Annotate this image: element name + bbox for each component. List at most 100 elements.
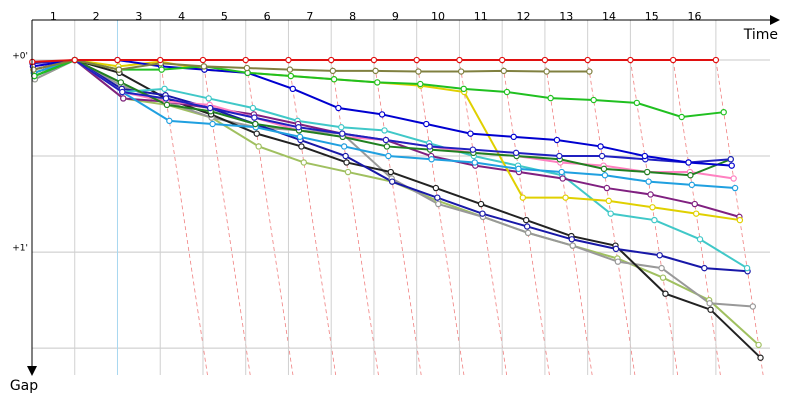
data-point [645,178,652,185]
series-line [32,58,734,180]
data-point [731,184,739,192]
x-tick-label: 9 [392,10,399,23]
data-point [157,56,164,64]
data-point [31,72,38,80]
data-point [338,124,345,131]
data-point [586,68,593,75]
data-point [685,159,692,166]
data-point [498,56,506,64]
series-line [34,58,724,119]
data-point [543,68,550,75]
data-point [471,159,478,166]
data-point [649,204,656,211]
data-point [249,104,257,112]
data-point [432,184,440,192]
data-point [417,80,424,88]
data-point [597,143,604,150]
data-point [119,88,126,96]
series-line [34,58,748,269]
data-point [556,152,563,160]
data-point [600,165,608,173]
time-line [288,59,337,376]
data-point [658,264,665,272]
data-point [743,264,751,272]
data-point [286,66,294,73]
data-point [707,306,714,313]
y-axis-label: Gap [10,378,38,394]
data-point [601,172,609,179]
x-tick-label: 1 [50,10,57,23]
data-point [328,56,335,64]
data-point [298,143,305,150]
data-point [374,79,381,86]
data-point [340,143,348,150]
data-point [199,56,207,64]
data-point [627,56,634,64]
data-point [285,56,292,64]
data-point [415,68,422,75]
time-line [373,59,422,376]
data-point [522,216,530,224]
x-axis-label: Time [743,27,778,43]
x-tick-label: 10 [431,10,445,23]
series-line [34,58,760,346]
data-point [512,149,520,157]
data-point [434,194,441,201]
time-line [587,59,636,376]
data-point [598,152,606,160]
data-point [614,258,622,265]
data-point [730,175,737,182]
data-point [243,64,251,72]
x-axis-arrow [770,15,780,25]
data-point [71,56,78,64]
data-point [206,104,214,112]
data-point [569,242,576,249]
data-point [757,354,764,361]
data-point [749,303,757,310]
x-tick-label: 12 [517,10,531,23]
x-tick-label: 13 [559,10,573,23]
data-point [755,341,762,349]
data-point [378,111,386,118]
x-tick-label: 4 [178,10,185,23]
data-point [428,156,435,163]
data-point [633,99,641,107]
data-point [479,210,486,217]
data-point [289,85,296,93]
data-point [469,146,477,153]
data-point [387,168,394,176]
data-point [503,88,511,96]
data-point [467,130,474,137]
time-line [672,59,721,376]
data-point [251,114,258,121]
data-point [519,194,527,201]
data-point [117,79,125,86]
data-point [559,175,566,182]
data-point [339,130,346,137]
data-point [300,159,308,166]
x-tick-label: 5 [221,10,228,23]
data-point [510,133,517,141]
y-tick-label: +1' [12,244,28,254]
x-tick-label: 16 [688,10,702,23]
data-point [205,95,212,102]
data-point [115,66,123,73]
data-point [701,264,708,272]
data-point [209,120,216,128]
data-point [342,152,349,160]
data-point [253,130,260,137]
x-tick-label: 3 [135,10,142,23]
data-point [423,120,430,128]
data-point [692,210,700,217]
y-axis-arrow [27,366,37,376]
data-point [541,56,549,64]
data-point [335,104,342,112]
data-point [603,184,611,192]
data-point [163,101,171,109]
data-point [330,76,338,83]
data-point [558,168,565,176]
x-tick-label: 7 [306,10,313,23]
data-point [712,56,720,64]
data-point [696,236,704,243]
data-point [720,108,727,116]
